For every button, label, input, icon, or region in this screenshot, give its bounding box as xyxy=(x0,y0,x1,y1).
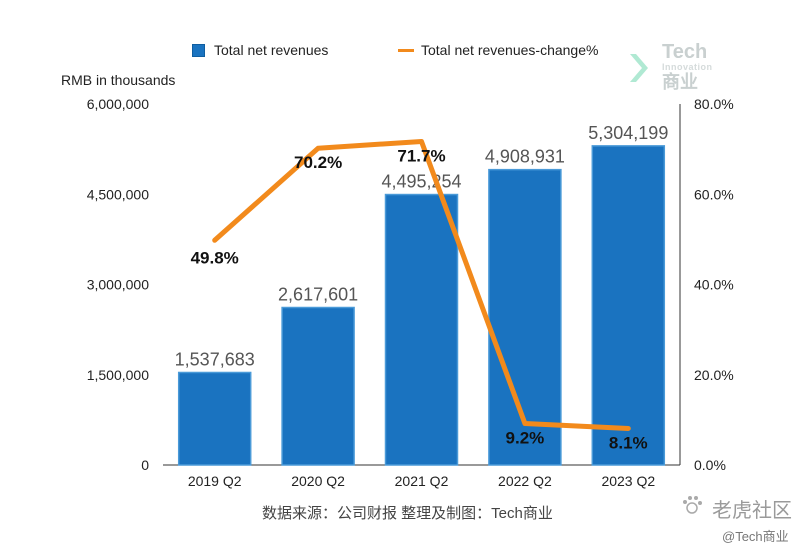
bar-value-label: 4,495,254 xyxy=(381,172,461,192)
watermark-text: 老虎社区 xyxy=(712,500,792,522)
x-tick-label: 2022 Q2 xyxy=(498,473,552,489)
bar-value-label: 2,617,601 xyxy=(278,285,358,305)
legend-swatch-revenues xyxy=(192,44,205,57)
y-tick-label: 3,000,000 xyxy=(87,277,149,293)
y-tick-label: 4,500,000 xyxy=(87,186,149,202)
bar xyxy=(384,193,459,466)
bar-value-label: 5,304,199 xyxy=(588,123,668,143)
x-tick-label: 2019 Q2 xyxy=(188,473,242,489)
line-value-label: 49.8% xyxy=(191,248,239,267)
bar xyxy=(591,145,666,466)
legend-label-revenues: Total net revenues xyxy=(214,42,329,58)
y2-tick-label: 0.0% xyxy=(694,457,726,473)
bar-value-label: 4,908,931 xyxy=(485,147,565,167)
bar-value-label: 1,537,683 xyxy=(175,349,255,369)
paw-icon xyxy=(680,494,704,523)
bar xyxy=(177,371,252,466)
x-tick-label: 2021 Q2 xyxy=(395,473,449,489)
logo-word: Tech xyxy=(662,41,708,63)
line-value-label: 70.2% xyxy=(294,153,342,172)
x-tick-label: 2023 Q2 xyxy=(601,473,655,489)
bar xyxy=(281,306,355,466)
logo-cn: 商业 xyxy=(662,72,698,92)
line-value-label: 8.1% xyxy=(609,433,648,452)
y-axis-title: RMB in thousands xyxy=(61,72,176,88)
y2-tick-label: 80.0% xyxy=(694,96,734,112)
logo-sub: Innovation xyxy=(662,62,713,72)
x-tick-label: 2020 Q2 xyxy=(291,473,345,489)
y2-tick-label: 20.0% xyxy=(694,367,734,383)
y-tick-label: 1,500,000 xyxy=(87,367,149,383)
y2-tick-label: 40.0% xyxy=(694,277,734,293)
line-value-label: 9.2% xyxy=(506,428,545,447)
y2-tick-label: 60.0% xyxy=(694,186,734,202)
logo-chevron-icon xyxy=(628,52,652,89)
legend-swatch-change xyxy=(398,49,414,52)
y-tick-label: 6,000,000 xyxy=(87,96,149,112)
source-note: 数据来源：公司财报 整理及制图：Tech商业 xyxy=(262,505,553,522)
watermark-handle: @Tech商业 xyxy=(722,529,789,544)
y-tick-label: 0 xyxy=(141,457,149,473)
legend-label-change: Total net revenues-change% xyxy=(421,42,599,58)
line-value-label: 71.7% xyxy=(397,146,445,165)
bar xyxy=(488,168,562,466)
